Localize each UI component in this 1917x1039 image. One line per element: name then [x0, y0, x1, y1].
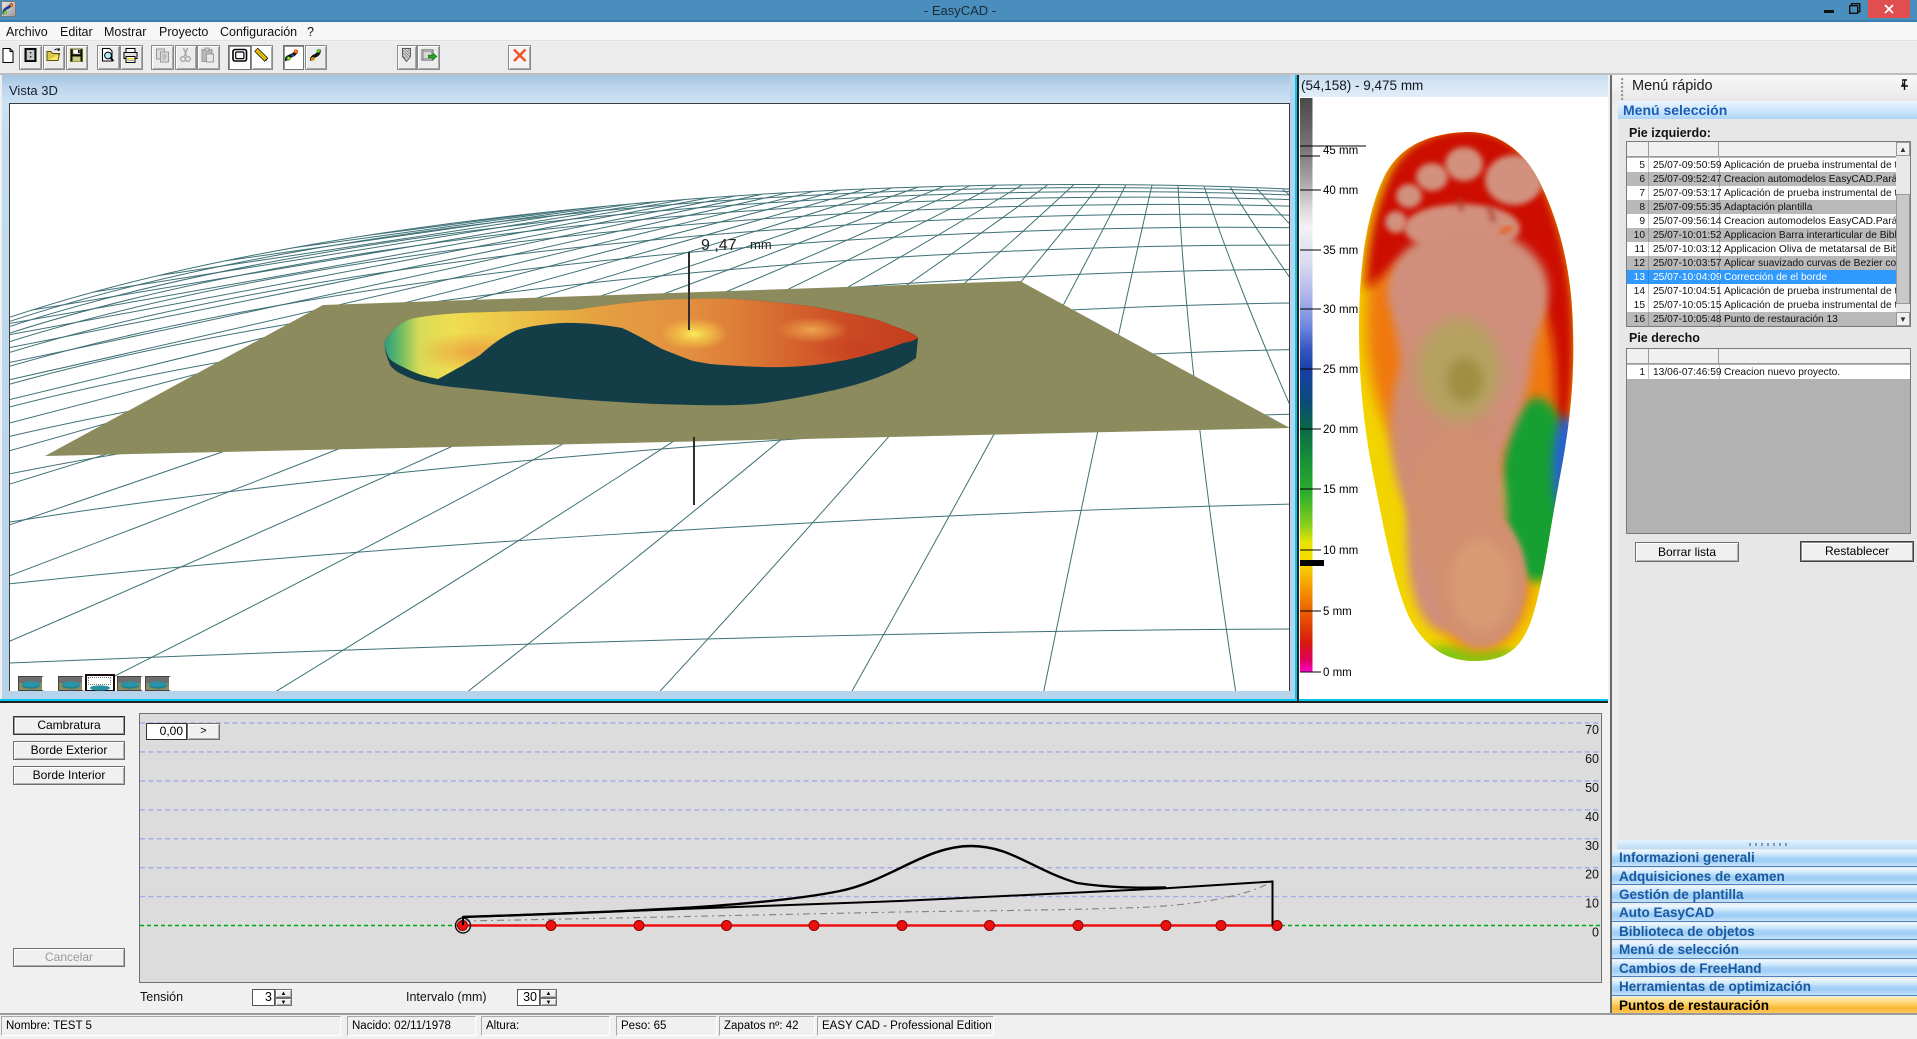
svg-text:45 mm: 45 mm	[1323, 145, 1358, 157]
svg-text:0: 0	[1592, 926, 1599, 940]
svg-text:10 mm: 10 mm	[1323, 545, 1358, 557]
svg-text:35 mm: 35 mm	[1323, 245, 1358, 257]
svg-text:40 mm: 40 mm	[1323, 185, 1358, 197]
svg-text:5 mm: 5 mm	[1323, 606, 1352, 618]
svg-text:0 mm: 0 mm	[1323, 667, 1352, 679]
svg-text:30: 30	[1585, 839, 1599, 853]
svg-text:40: 40	[1585, 810, 1599, 824]
svg-text:50: 50	[1585, 781, 1599, 795]
svg-text:10: 10	[1585, 897, 1599, 911]
svg-text:mm: mm	[750, 237, 772, 252]
svg-text:20 mm: 20 mm	[1323, 424, 1358, 436]
svg-text:20: 20	[1585, 868, 1599, 882]
svg-text:9 ,47: 9 ,47	[701, 237, 737, 254]
svg-text:25 mm: 25 mm	[1323, 364, 1358, 376]
svg-text:15 mm: 15 mm	[1323, 484, 1358, 496]
svg-text:70: 70	[1585, 723, 1599, 737]
svg-text:60: 60	[1585, 752, 1599, 766]
svg-text:30 mm: 30 mm	[1323, 304, 1358, 316]
